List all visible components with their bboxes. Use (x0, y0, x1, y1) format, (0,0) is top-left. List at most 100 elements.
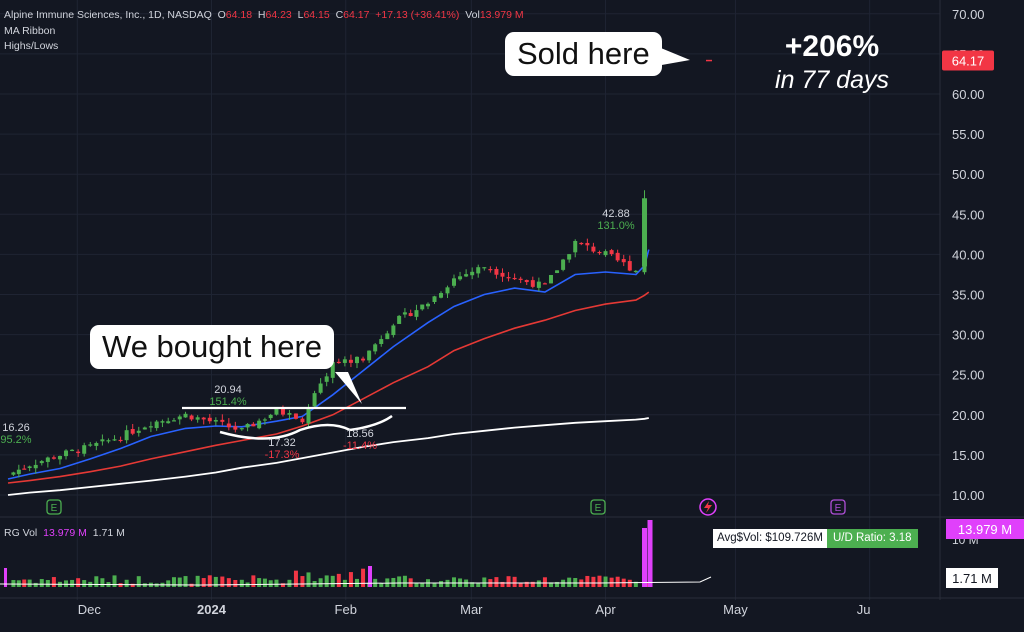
sold-pointer (656, 46, 690, 66)
volume-bar (585, 575, 590, 587)
volume-bar (439, 581, 443, 587)
candle-body (324, 376, 329, 382)
volume-bar (306, 572, 311, 587)
volume-bar (476, 583, 481, 587)
volume-bar (220, 576, 225, 587)
candle-body (51, 457, 56, 459)
volume-bar (274, 579, 279, 587)
candle-body (464, 274, 469, 277)
candle-body (336, 361, 341, 364)
candle-body (361, 358, 366, 361)
volume-label: Vol (465, 9, 480, 21)
candle-body (207, 417, 212, 422)
candle-body (306, 407, 311, 424)
volume-bar (324, 575, 329, 587)
candle-body (166, 421, 171, 424)
candle-body (342, 359, 347, 363)
volume-tag-high: 13.979 M (946, 519, 1024, 539)
volume-bar (597, 575, 602, 587)
candle-body (506, 277, 511, 279)
candle-body (500, 272, 505, 277)
change-value: +17.13 (+36.41%) (375, 9, 460, 21)
candle-body (555, 270, 560, 273)
event-marker-box (46, 499, 62, 515)
ma-slow-line (7, 417, 649, 496)
bought-here-callout: We bought here (90, 325, 335, 369)
volume-bar (591, 576, 596, 587)
sold-here-callout: Sold here (505, 32, 662, 76)
bought-pointer (335, 372, 362, 404)
candle-body (160, 421, 165, 423)
candle-body (330, 362, 335, 378)
base-curve (219, 423, 351, 440)
y-tick-label: 45.00 (952, 207, 985, 222)
flash-event-icon[interactable] (699, 498, 717, 516)
volume-bar-big (647, 520, 653, 587)
candle-body (142, 427, 147, 430)
candle-body (100, 439, 105, 442)
volume-bar (233, 580, 238, 587)
volume-bar-big (368, 566, 372, 587)
x-tick-label: Apr (595, 602, 616, 617)
volume-bar (201, 578, 206, 587)
candle-body (408, 313, 413, 317)
volume-bar (494, 577, 499, 587)
candle-body (348, 359, 353, 363)
candle-body (82, 445, 87, 454)
candle-body (88, 444, 93, 446)
candle-body (201, 417, 206, 420)
indicator-ma-ribbon[interactable]: MA Ribbon (4, 25, 56, 37)
volume-bar (64, 580, 69, 587)
volume-bar (112, 575, 117, 587)
earnings-event-marker[interactable]: E (590, 499, 606, 515)
earnings-event-marker[interactable]: E (830, 499, 846, 515)
volume-bar (391, 577, 396, 587)
candle-body (171, 420, 176, 422)
candle-body (64, 450, 69, 457)
volume-bar (633, 581, 638, 587)
volume-bar (300, 576, 305, 587)
volume-bar-big (642, 528, 648, 587)
ud-ratio: U/D Ratio: 3.18 (826, 529, 918, 548)
y-tick-label: 10.00 (952, 488, 985, 503)
y-tick-label: 35.00 (952, 288, 985, 303)
last-price-tag: 64.17 (942, 50, 994, 71)
candle-body (379, 339, 384, 345)
volume-bar (420, 582, 425, 587)
candle-body (414, 310, 419, 317)
x-tick-label: Feb (335, 602, 357, 617)
event-marker-box (590, 499, 606, 515)
candle-body (124, 430, 129, 441)
indicator-highs-lows[interactable]: Highs/Lows (4, 40, 59, 52)
volume-bar (100, 578, 105, 587)
flash-icon-ring (699, 498, 717, 516)
candle-body (136, 430, 141, 433)
volume-bar (627, 579, 632, 587)
candle-body (76, 451, 81, 454)
volume-tag-low-text: 1.71 M (952, 571, 992, 586)
volume-bar (280, 583, 285, 587)
y-tick-label: 30.00 (952, 328, 985, 343)
volume-bar (239, 579, 244, 587)
volume-bar (130, 583, 135, 587)
high-low-h1-pct: 95.2% (0, 434, 31, 446)
candle-body (45, 457, 50, 462)
candle-body (397, 315, 402, 324)
y-tick-label: 20.00 (952, 408, 985, 423)
volume-bar (207, 575, 212, 587)
volume-bar (124, 579, 129, 587)
volume-bar (171, 577, 176, 587)
volume-bar (293, 570, 298, 587)
event-marker-letter: E (51, 503, 58, 514)
candle-body (280, 408, 285, 415)
x-tick-label: May (723, 602, 748, 617)
open-label: O (217, 9, 226, 21)
volume-bar (287, 579, 292, 587)
candle-body (439, 293, 443, 298)
candle-body (154, 421, 159, 429)
volume-bar (536, 580, 541, 587)
earnings-event-marker[interactable]: E (46, 499, 62, 515)
volume-tag-high-text: 13.979 M (958, 522, 1012, 537)
volume-indicator-value2: 1.71 M (92, 527, 125, 539)
